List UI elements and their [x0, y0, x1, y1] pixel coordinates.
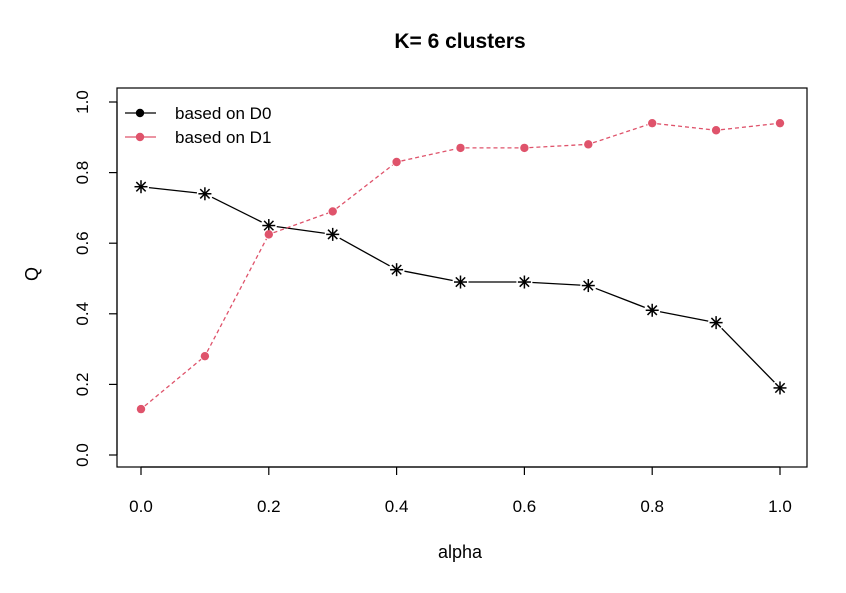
data-point [517, 275, 531, 289]
series-line-segment [276, 226, 325, 234]
data-point [198, 187, 212, 201]
x-tick-label: 0.4 [385, 497, 409, 516]
series-2 [136, 118, 785, 414]
data-point [390, 263, 404, 277]
y-tick-label: 1.0 [73, 90, 92, 114]
data-point [456, 143, 465, 153]
legend-marker [135, 108, 145, 118]
series-line-segment [720, 123, 776, 131]
data-point [645, 303, 659, 317]
data-point [581, 279, 595, 293]
series-line-segment [657, 123, 712, 131]
y-tick-label: 0.0 [73, 443, 92, 467]
series-line-segment [273, 212, 329, 234]
series-line-segment [206, 238, 268, 353]
data-point [775, 118, 785, 128]
data-point [136, 404, 146, 414]
series-line-segment [144, 358, 202, 407]
data-point [709, 316, 723, 330]
y-tick-label: 0.4 [73, 302, 92, 326]
data-point [773, 381, 787, 395]
data-point [392, 157, 401, 167]
series-line-segment [532, 281, 581, 286]
legend-item: based on D0 [125, 104, 271, 123]
series-line-segment [595, 287, 645, 308]
series-line-segment [592, 124, 648, 144]
legend-marker [135, 132, 145, 142]
series-line-segment [529, 143, 584, 149]
data-point [520, 143, 529, 153]
data-point [328, 207, 337, 216]
series-line-segment [404, 270, 453, 282]
data-point [134, 180, 148, 194]
data-point [648, 118, 657, 128]
legend-item: based on D1 [125, 128, 271, 147]
series-layer [134, 118, 787, 414]
x-tick-label: 1.0 [768, 497, 792, 516]
series-line-segment [721, 327, 775, 383]
legend-label: based on D1 [175, 128, 271, 147]
data-point [711, 126, 721, 135]
y-tick-label: 0.6 [73, 231, 92, 255]
series-line-segment [336, 164, 394, 209]
y-axis: 0.0 0.2 0.4 0.6 0.8 1.0 [73, 90, 118, 467]
series-line-segment [211, 196, 262, 223]
legend-label: based on D0 [175, 104, 271, 123]
legend: based on D0 based on D1 [125, 104, 271, 147]
series-line-segment [659, 311, 709, 322]
data-point [200, 351, 210, 361]
x-axis-label: alpha [438, 542, 483, 562]
data-point [262, 219, 276, 233]
chart-title: K= 6 clusters [394, 30, 525, 53]
data-point [454, 275, 467, 289]
series-1 [134, 180, 787, 395]
data-point [326, 227, 340, 241]
x-tick-label: 0.2 [257, 497, 281, 516]
series-line-segment [401, 148, 456, 162]
series-line-segment [339, 237, 390, 267]
y-tick-label: 0.2 [73, 373, 92, 397]
x-tick-label: 0.6 [513, 497, 537, 516]
x-axis: 0.0 0.2 0.4 0.6 0.8 1.0 [129, 466, 792, 516]
x-tick-label: 0.0 [129, 497, 153, 516]
x-tick-label: 0.8 [640, 497, 664, 516]
y-axis-label: Q [22, 267, 42, 281]
data-point [584, 140, 593, 149]
data-point [264, 230, 273, 239]
y-tick-label: 0.8 [73, 161, 92, 185]
series-line-segment [148, 186, 198, 194]
